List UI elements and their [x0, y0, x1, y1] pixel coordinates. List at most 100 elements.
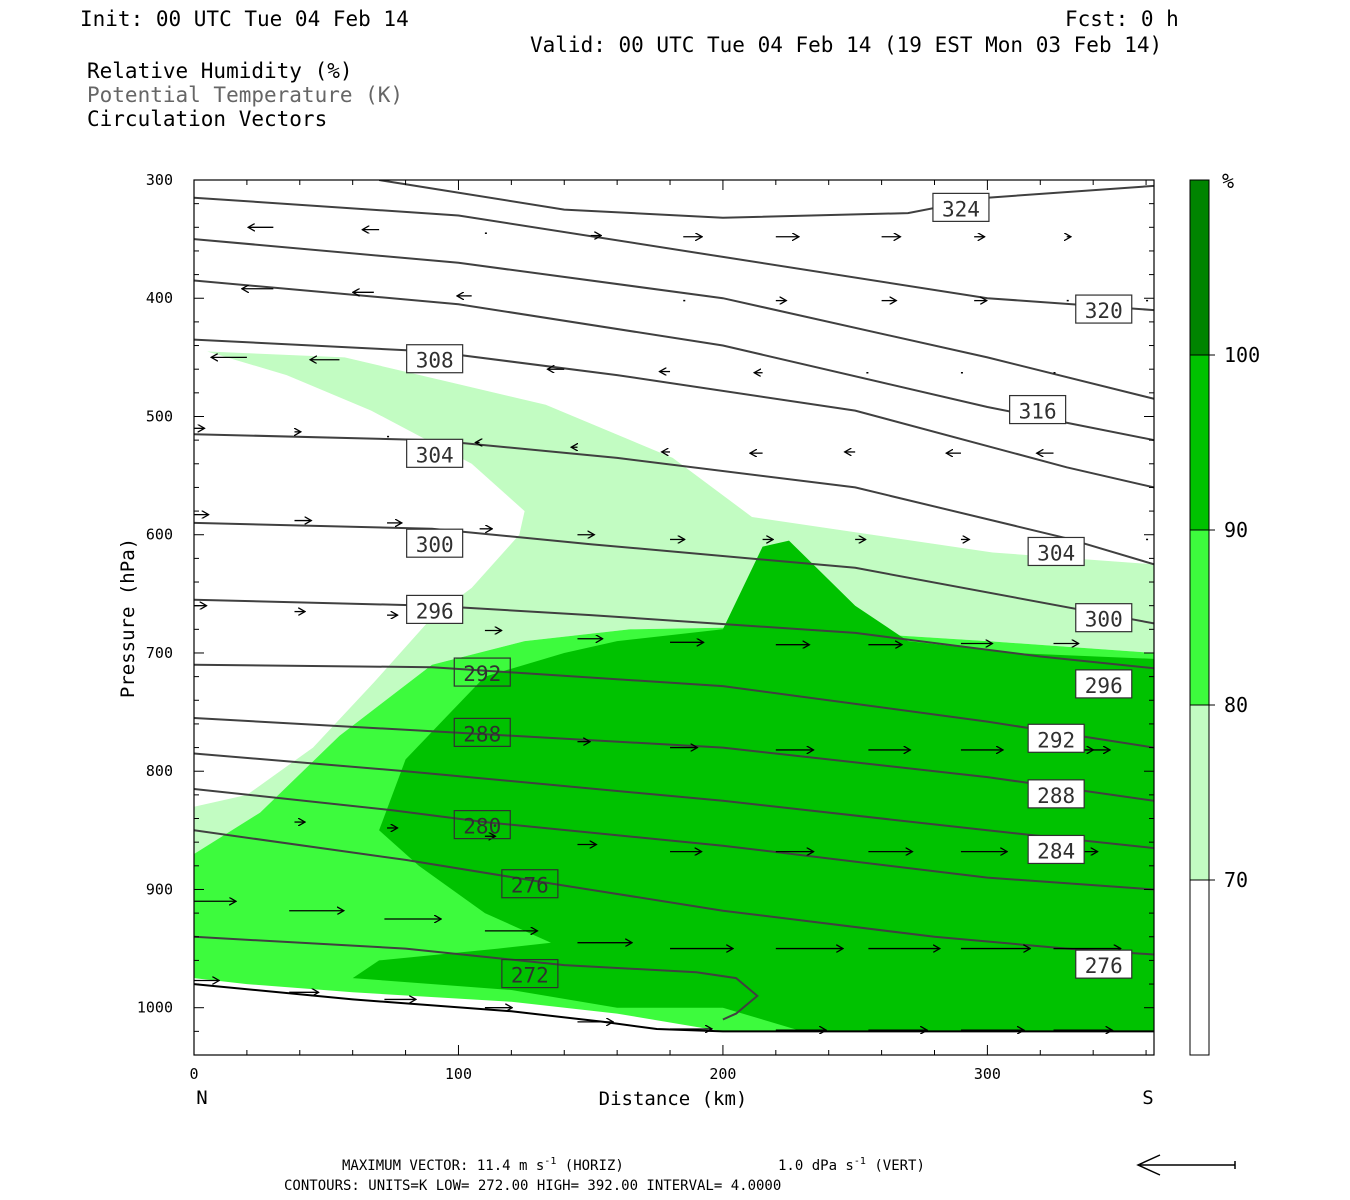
contour-label-text: 296 — [1085, 674, 1123, 698]
y-axis-title: Pressure (hPa) — [117, 538, 139, 698]
contour-label-box — [453, 717, 511, 747]
contour-label-text: 320 — [1085, 299, 1123, 323]
theta-contour-316 — [194, 238, 1154, 400]
colorbar-frame — [1189, 179, 1210, 1056]
contours-info: CONTOURS: UNITS=K LOW= 272.00 HIGH= 392.… — [284, 1178, 781, 1194]
contour-label: 296 — [406, 594, 464, 625]
contour-label-box — [1027, 779, 1085, 809]
contour-label-box — [406, 594, 464, 625]
contour-label-text: 304 — [1037, 541, 1075, 565]
colorbar-bin — [1190, 530, 1209, 705]
contour-label-box — [1075, 603, 1133, 633]
contour-label-box — [1027, 834, 1085, 865]
colorbar: 70 80 90 100 — [1189, 179, 1260, 1056]
colorbar-bin — [1190, 180, 1209, 355]
vert-vector-text: 1.0 dPa s-1 (VERT) — [778, 1156, 925, 1174]
x-tick-label: 300 — [974, 1065, 1001, 1083]
contour-label-box — [501, 869, 559, 899]
y-tick-label: 300 — [146, 171, 173, 189]
forecast-hour: Fcst: 0 h — [1065, 7, 1179, 31]
y-tick-label: 1000 — [137, 999, 173, 1017]
contour-label-box — [453, 810, 511, 840]
contour-label: 320 — [1075, 294, 1133, 324]
theta-contour-280 — [194, 788, 1154, 891]
rh-shading — [194, 351, 1154, 1032]
contour-label-text: 308 — [416, 349, 454, 373]
contour-label-box — [1075, 669, 1133, 699]
contour-label-text: 316 — [1019, 400, 1057, 424]
colorbar-label: 100 — [1224, 343, 1260, 367]
contour-label: 300 — [1075, 603, 1133, 633]
contour-label-text: 288 — [463, 722, 501, 746]
contour-label: 276 — [1075, 949, 1133, 979]
contour-label-box — [406, 528, 464, 558]
x-end-label-south: S — [1142, 1087, 1153, 1109]
colorbar-label: 80 — [1224, 693, 1248, 717]
contour-label-text: 292 — [463, 662, 501, 686]
contour-label-box — [1075, 294, 1133, 324]
contour-label-box — [1027, 536, 1085, 567]
contour-label-text: 304 — [416, 443, 454, 467]
contour-label-box — [501, 958, 559, 989]
contour-label: 296 — [1075, 669, 1133, 699]
contour-label-text: 324 — [942, 197, 980, 221]
theta-contour-296 — [194, 598, 1154, 670]
contour-label: 304 — [1027, 536, 1085, 567]
colorbar-bin — [1190, 705, 1209, 880]
contour-label-box — [1027, 723, 1085, 753]
init-time: Init: 00 UTC Tue 04 Feb 14 — [80, 7, 409, 31]
contour-label-text: 272 — [511, 964, 549, 988]
contour-label-text: 292 — [1037, 728, 1075, 752]
contour-label-text: 276 — [511, 874, 549, 898]
contour-label: 288 — [453, 717, 511, 747]
contour-label: 288 — [1027, 779, 1085, 809]
theta-contour-300 — [194, 521, 1154, 625]
contour-label-box — [406, 344, 464, 374]
y-tick-label: 700 — [146, 644, 173, 662]
colorbar-unit: % — [1222, 169, 1234, 193]
contour-label: 304 — [406, 438, 464, 468]
contour-label-text: 300 — [416, 533, 454, 557]
contour-labels: 324 320 316 308 304 304 300 300 296 296 292 292 288 2… — [406, 192, 1133, 989]
field-rh: Relative Humidity (%) — [87, 59, 353, 83]
contour-label-text: 300 — [1085, 608, 1123, 632]
x-tick-label: 0 — [189, 1065, 198, 1083]
contour-label-text: 276 — [1085, 954, 1123, 978]
plot-frame — [193, 179, 1155, 1056]
contour-label-box — [1075, 949, 1133, 979]
contour-label: 292 — [453, 657, 511, 687]
contour-label: 276 — [501, 869, 559, 899]
valid-time: Valid: 00 UTC Tue 04 Feb 14 (19 EST Mon … — [530, 33, 1162, 57]
colorbar-bin — [1190, 355, 1209, 530]
contour-label-text: 296 — [416, 599, 454, 623]
contour-label-text: 280 — [463, 815, 501, 839]
contour-label-box — [406, 438, 464, 468]
field-theta: Potential Temperature (K) — [87, 83, 403, 107]
y-tick-label: 600 — [146, 526, 173, 544]
x-tick-label: 100 — [445, 1065, 472, 1083]
x-axis-title: Distance (km) — [599, 1088, 748, 1110]
contour-label: 324 — [932, 192, 990, 222]
field-vectors: Circulation Vectors — [87, 107, 327, 131]
y-tick-label: 800 — [146, 762, 173, 780]
contour-label: 272 — [501, 958, 559, 989]
contour-label-box — [453, 657, 511, 687]
theta-contour-308 — [194, 338, 1154, 489]
contour-label: 300 — [406, 528, 464, 558]
y-tick-label: 400 — [146, 289, 173, 307]
contour-label: 280 — [453, 810, 511, 840]
contour-label: 316 — [1009, 394, 1067, 425]
x-end-label-north: N — [196, 1087, 207, 1109]
contour-label: 308 — [406, 344, 464, 374]
terrain-surface — [194, 983, 1154, 1033]
reference-vector-icon — [1136, 1154, 1236, 1176]
colorbar-label: 90 — [1224, 518, 1248, 542]
contour-label-text: 288 — [1037, 784, 1075, 808]
colorbar-bin — [1190, 880, 1209, 1055]
theta-contour-320 — [194, 196, 1154, 312]
colorbar-label: 70 — [1224, 868, 1248, 892]
y-tick-label: 500 — [146, 407, 173, 425]
rh-region-90-100 — [352, 540, 1154, 1032]
theta-contour-324 — [378, 180, 1154, 219]
contour-label: 292 — [1027, 723, 1085, 753]
